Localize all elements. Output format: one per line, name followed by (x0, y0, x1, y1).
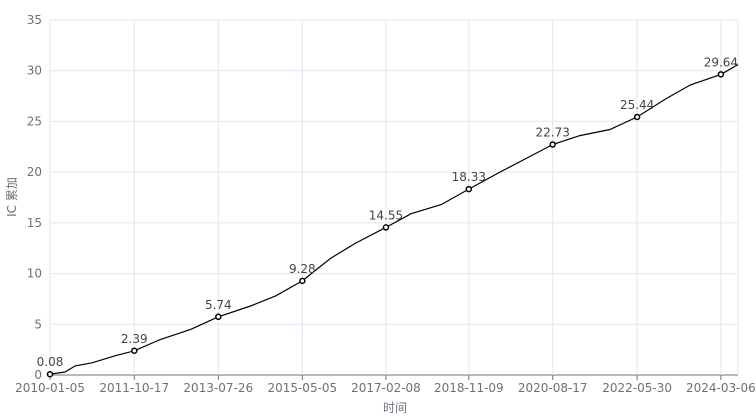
data-point-label: 18.33 (452, 170, 486, 184)
x-tick-label: 2020-08-17 (518, 381, 588, 395)
x-tick-label: 2017-02-08 (351, 381, 421, 395)
x-tick-label: 2013-07-26 (183, 381, 253, 395)
y-axis-label: IC 累加 (5, 177, 19, 217)
y-tick-label: 10 (27, 267, 42, 281)
data-point-marker (717, 71, 725, 78)
data-point-label: 14.55 (369, 208, 403, 222)
data-point-label: 5.74 (205, 298, 232, 312)
y-tick-label: 0 (34, 368, 42, 382)
y-tick-label: 5 (34, 317, 42, 331)
data-point-marker (465, 185, 473, 193)
data-point-marker (299, 277, 306, 285)
data-point-label: 2.39 (121, 332, 148, 346)
y-tick-label: 35 (27, 13, 42, 27)
data-point-marker (382, 224, 390, 231)
data-point-marker (46, 370, 54, 378)
x-tick-label: 2018-11-09 (434, 381, 504, 395)
data-point-label: 0.08 (37, 355, 64, 369)
y-tick-label: 25 (27, 114, 42, 128)
data-point-label: 29.64 (704, 55, 738, 69)
x-tick-label: 2022-05-30 (602, 381, 672, 395)
data-point-marker (215, 313, 222, 321)
data-point-label: 9.28 (289, 262, 316, 276)
y-tick-label: 30 (27, 64, 42, 78)
x-tick-label: 2015-05-05 (267, 381, 337, 395)
x-tick-label: 2024-03-06 (686, 381, 756, 395)
data-point-marker (131, 347, 138, 355)
data-point-label: 25.44 (620, 98, 654, 112)
data-point-marker (633, 113, 641, 121)
x-tick-label: 2010-01-05 (15, 381, 85, 395)
x-tick-label: 2011-10-17 (99, 381, 169, 395)
ic-cumulative-line (49, 64, 739, 375)
y-tick-label: 15 (27, 216, 42, 230)
x-axis-label: 时间 (383, 401, 407, 415)
y-tick-label: 20 (27, 165, 42, 179)
data-point-label: 22.73 (536, 125, 570, 139)
data-point-marker (549, 141, 556, 148)
